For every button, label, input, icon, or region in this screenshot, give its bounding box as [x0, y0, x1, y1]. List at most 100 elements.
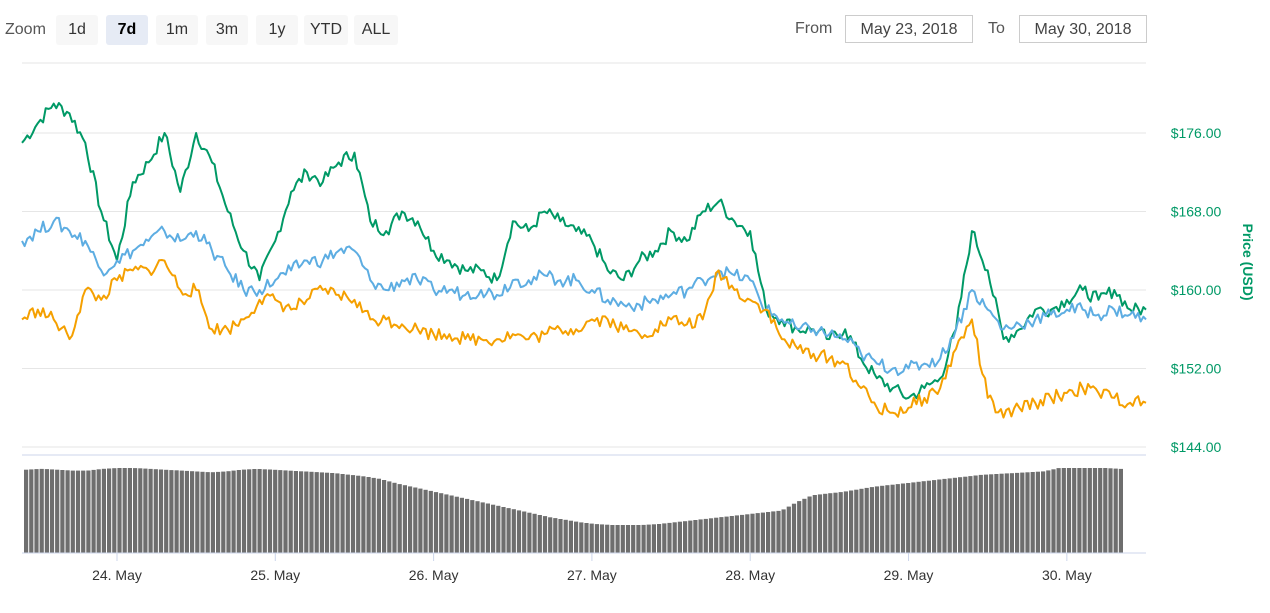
volume-bar — [651, 524, 656, 553]
volume-bar — [740, 514, 745, 553]
from-label: From — [795, 20, 833, 37]
volume-bar — [454, 496, 459, 553]
volume-bar — [1118, 468, 1123, 554]
volume-bar — [843, 491, 848, 553]
volume-bar — [900, 483, 906, 553]
volume-bar — [402, 485, 407, 553]
volume-bar — [319, 472, 324, 553]
volume-bar — [714, 517, 719, 553]
from-date-input[interactable]: May 23, 2018 — [845, 15, 973, 43]
zoom-all-button[interactable]: ALL — [354, 15, 398, 45]
volume-bar — [978, 474, 983, 553]
volume-bar — [677, 521, 682, 553]
volume-bar — [278, 470, 283, 553]
series-line — [21, 259, 1147, 419]
to-label: To — [988, 20, 1005, 37]
y-tick-label: $176.00 — [1171, 125, 1222, 141]
volume-bar — [1082, 468, 1087, 553]
volume-bar — [952, 477, 957, 553]
volume-bar — [475, 501, 480, 553]
volume-bar — [304, 471, 309, 553]
volume-bar — [293, 471, 298, 553]
series-line — [21, 216, 1147, 377]
volume-bar — [216, 471, 221, 553]
y-axis: $144.00 $152.00 $160.00 $168.00 $176.00 — [1171, 125, 1222, 455]
volume-bar — [672, 522, 677, 553]
volume-bar — [392, 482, 397, 553]
volume-bar — [968, 476, 973, 553]
zoom-1y-button[interactable]: 1y — [256, 15, 298, 45]
volume-bar — [1030, 472, 1035, 553]
volume-bar — [719, 517, 724, 553]
x-tick-label: 27. May — [567, 567, 617, 583]
volume-bar — [480, 502, 485, 553]
zoom-ytd-button[interactable]: YTD — [304, 15, 348, 45]
volume-bar — [101, 468, 106, 553]
volume-bar — [133, 468, 138, 553]
volume-bar — [605, 524, 610, 553]
volume-bar — [890, 484, 895, 553]
volume-bar — [127, 468, 132, 553]
volume-bar — [734, 515, 739, 553]
volume-bar — [963, 476, 968, 553]
to-date-input[interactable]: May 30, 2018 — [1019, 15, 1147, 43]
volume-bar — [511, 509, 516, 553]
zoom-3m-button[interactable]: 3m — [206, 15, 248, 45]
volume-bar — [195, 471, 200, 553]
series-line — [21, 102, 1147, 400]
zoom-1d-button[interactable]: 1d — [56, 15, 98, 45]
volume-bar — [994, 474, 999, 553]
volume-bar — [885, 485, 890, 553]
volume-bar — [413, 487, 418, 553]
volume-bar — [989, 474, 994, 553]
volume-bar — [366, 477, 371, 553]
volume-bar — [1103, 468, 1108, 553]
volume-bar — [49, 469, 55, 553]
volume-bar — [516, 510, 522, 553]
volume-bar — [81, 470, 86, 554]
volume-bar — [55, 469, 60, 553]
y-axis-title: Price (USD) — [1240, 223, 1256, 300]
volume-bar — [1072, 468, 1077, 553]
volume-bar — [688, 520, 693, 553]
volume-bar — [947, 478, 952, 553]
volume-bar — [226, 471, 231, 553]
volume-bar — [548, 517, 553, 553]
volume-bar — [143, 468, 148, 553]
volume-bar — [542, 516, 548, 553]
volume-bar — [356, 475, 361, 553]
volume-bar — [589, 523, 594, 553]
volume-bar — [345, 474, 350, 553]
volume-bar — [1009, 473, 1014, 553]
volume-bar — [324, 472, 330, 553]
volume-bar — [781, 509, 786, 553]
volume-bar — [205, 472, 210, 553]
volume-bar — [169, 470, 174, 553]
range-toolbar: Zoom 1d 7d 1m 3m 1y YTD ALL From May 23,… — [0, 0, 1270, 60]
volume-bar — [350, 475, 356, 553]
volume-bar — [179, 470, 184, 553]
volume-bar — [376, 478, 381, 553]
volume-bar — [485, 503, 490, 553]
volume-bar — [231, 470, 236, 553]
volume-bar — [241, 469, 247, 553]
volume-bar — [553, 518, 558, 553]
volume-bar — [444, 494, 449, 553]
volume-bar — [428, 490, 433, 553]
volume-bar — [1025, 472, 1030, 553]
x-tick-label: 25. May — [250, 567, 300, 583]
volume-bar — [158, 469, 164, 553]
zoom-1m-button[interactable]: 1m — [156, 15, 198, 45]
volume-bar — [361, 476, 366, 553]
volume-bar — [39, 468, 44, 553]
volume-bar — [828, 493, 833, 553]
volume-bar — [496, 505, 501, 553]
volume-bar — [397, 484, 402, 553]
volume-bar — [1077, 468, 1082, 553]
volume-bar — [153, 469, 158, 553]
volume-bar — [210, 472, 215, 553]
volume-bar — [942, 478, 947, 553]
volume-bar — [138, 468, 143, 553]
zoom-7d-button[interactable]: 7d — [106, 15, 148, 45]
